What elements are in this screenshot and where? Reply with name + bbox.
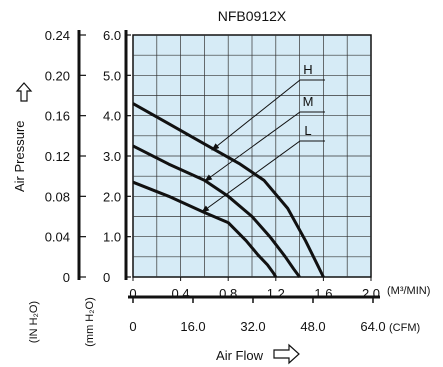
series-label-m: M — [303, 94, 314, 109]
series-line-h — [132, 102, 325, 278]
y-axis-label: Air Pressure — [12, 120, 27, 192]
x-tick-label-cfm: 32.0 — [240, 319, 265, 334]
arrow-up-icon — [15, 82, 33, 102]
y-tick-label-mm: 2.0 — [103, 189, 121, 204]
y-tick-label-inch: 0.04 — [45, 230, 70, 245]
y-tick-label-mm: 3.0 — [103, 149, 121, 164]
x-tick-label-m3min: 0.4 — [172, 286, 190, 301]
grid-lines — [133, 35, 371, 277]
x-tick-labels: 0 0.4 0.8 1.2 1.6 2.0 0 16.0 32.0 48.0 64.0 — [129, 277, 386, 334]
series-line-l — [132, 180, 278, 278]
series-label-h: H — [303, 62, 312, 77]
x-unit-m3min: (M³/MIN) — [387, 285, 430, 297]
series-leader-m — [204, 111, 325, 182]
x-tick-label-m3min: 0 — [129, 286, 136, 301]
y-tick-label-mm: 6.0 — [103, 28, 121, 43]
x-tick-label-m3min: 0.8 — [219, 286, 237, 301]
y-tick-label-mm: 5.0 — [103, 68, 121, 83]
y-tick-label-inch: 0.12 — [45, 149, 70, 164]
y-tick-labels: 0 1.0 2.0 3.0 4.0 5.0 6.0 0 0.04 0.08 0.12 0.16 0.20… — [45, 28, 131, 285]
x-tick-label-cfm: 64.0 — [360, 319, 385, 334]
x-tick-label-m3min: 2.0 — [362, 286, 380, 301]
chart-title: NFB0912X — [218, 8, 287, 24]
y-unit-inch: (IN H₂O) — [28, 301, 40, 343]
series-leader-h — [211, 79, 325, 151]
y-tick-label-mm: 1.0 — [103, 230, 121, 245]
y-unit-mm: (mm H₂O) — [84, 297, 96, 346]
series-label-l: L — [304, 123, 311, 138]
x-axis-label: Air Flow — [216, 348, 264, 363]
series-labels: H ML — [201, 62, 325, 213]
y-tick-label-mm: 4.0 — [103, 109, 121, 124]
curve-group — [132, 102, 325, 278]
x-tick-label-cfm: 0 — [129, 319, 136, 334]
x-tick-label-cfm: 16.0 — [180, 319, 205, 334]
x-tick-label-cfm: 48.0 — [300, 319, 325, 334]
x-tick-label-m3min: 1.2 — [267, 286, 285, 301]
series-leader-l — [201, 140, 325, 213]
y-tick-label-inch: 0.08 — [45, 189, 70, 204]
arrow-right-icon — [273, 343, 300, 365]
series-line-m — [132, 144, 301, 278]
x-tick-label-m3min: 1.6 — [314, 286, 332, 301]
y-tick-label-inch: 0.20 — [45, 68, 70, 83]
y-tick-label-inch: 0 — [63, 270, 70, 285]
x-unit-cfm: (CFM) — [389, 322, 420, 334]
y-tick-label-inch: 0.16 — [45, 109, 70, 124]
y-tick-label-mm: 0 — [103, 270, 110, 285]
y-tick-label-inch: 0.24 — [45, 28, 70, 43]
